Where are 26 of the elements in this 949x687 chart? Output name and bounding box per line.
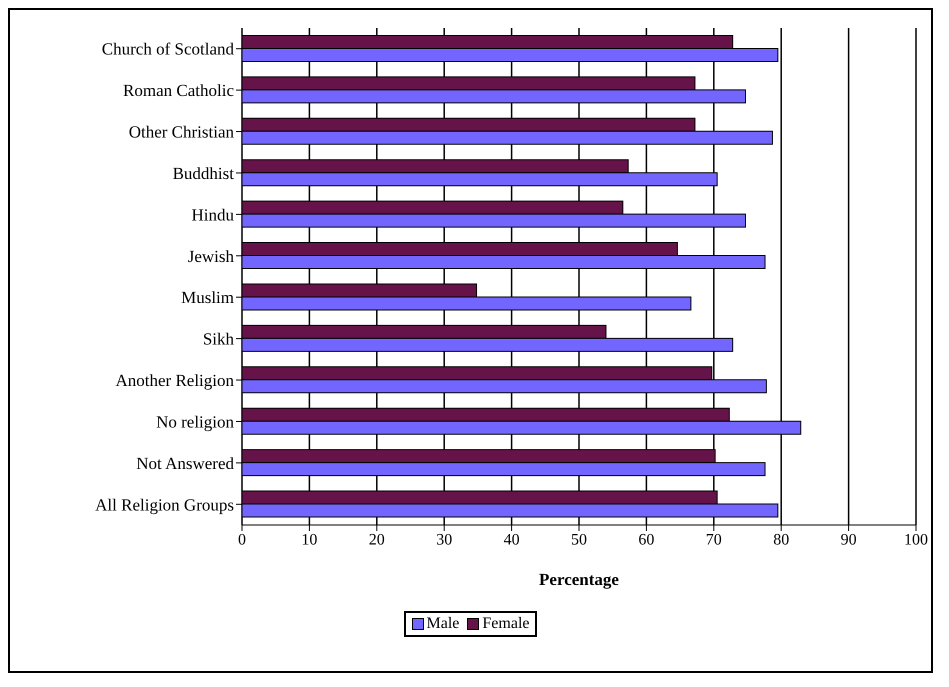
y-tick-label: Jewish <box>188 246 234 266</box>
x-tick-label: 40 <box>504 531 520 548</box>
x-tick-label: 90 <box>840 531 857 548</box>
x-tick-label: 30 <box>436 531 452 548</box>
legend-label: Female <box>481 615 530 633</box>
x-tick-label: 20 <box>368 531 385 548</box>
y-tick-label: Sikh <box>202 330 234 349</box>
y-tick-label: All Religion Groups <box>95 495 234 514</box>
y-tick-label: Church of Scotland <box>102 40 234 59</box>
x-tick-label: 80 <box>773 531 790 548</box>
x-tick-label: 50 <box>571 531 587 548</box>
y-tick-label: Roman Catholic <box>123 81 234 100</box>
x-tick-label: 100 <box>904 531 928 548</box>
x-tick-label: 60 <box>638 531 654 548</box>
legend-label: Male <box>426 615 460 633</box>
x-tick-label: 70 <box>706 531 722 548</box>
x-axis-title: Percentage <box>539 570 620 589</box>
y-tick-label: No religion <box>156 412 234 432</box>
x-tick-label: 10 <box>301 531 318 548</box>
y-tick-label: Buddhist <box>172 164 234 183</box>
y-tick-label: Muslim <box>181 288 234 308</box>
y-tick-label: Other Christian <box>128 122 234 142</box>
y-tick-label: Another Religion <box>115 371 234 390</box>
y-tick-label: Hindu <box>192 205 234 224</box>
y-tick-label: Not Answered <box>136 454 234 473</box>
x-tick-label: 0 <box>238 531 246 548</box>
